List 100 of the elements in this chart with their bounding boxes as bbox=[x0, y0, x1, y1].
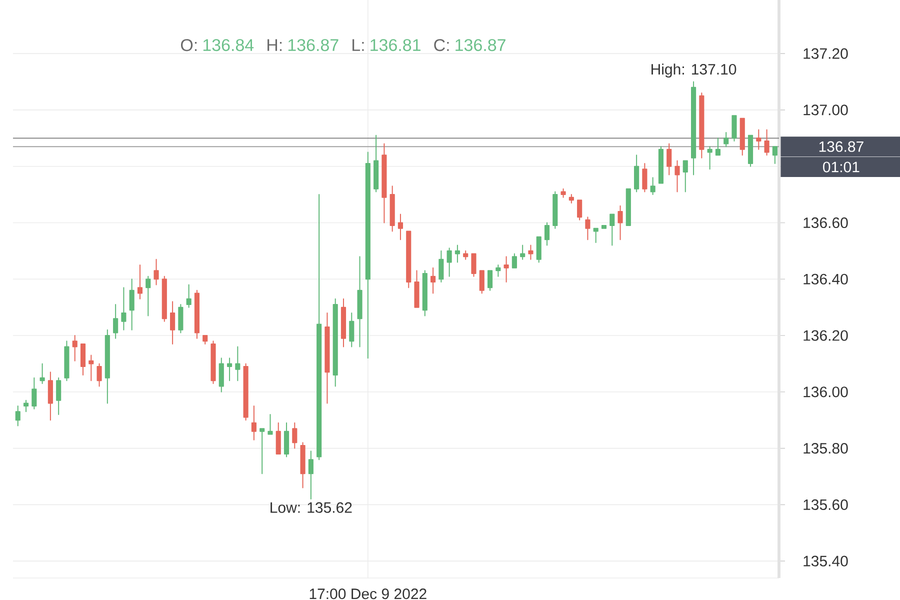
candlestick bbox=[284, 422, 290, 458]
candlestick bbox=[463, 250, 468, 260]
candlestick bbox=[512, 253, 517, 268]
annotation: Low: 135.62 bbox=[270, 502, 352, 513]
candlestick bbox=[48, 372, 53, 421]
candlestick bbox=[690, 81, 696, 176]
candlestick bbox=[528, 244, 534, 260]
candlestick bbox=[438, 250, 444, 282]
candlestick bbox=[227, 358, 232, 382]
candlestick bbox=[332, 298, 338, 387]
candlestick bbox=[235, 346, 240, 382]
candlestick bbox=[260, 428, 265, 474]
candlestick bbox=[349, 312, 354, 348]
annotation: 136.81 bbox=[370, 39, 420, 52]
candlestick bbox=[666, 143, 672, 176]
candlestick bbox=[593, 228, 598, 243]
candlestick bbox=[748, 134, 754, 167]
candlestick bbox=[560, 188, 566, 198]
candlestick bbox=[292, 422, 298, 449]
y-tick-label: 136.20 bbox=[804, 330, 848, 341]
candlestick bbox=[129, 278, 134, 330]
candlestick bbox=[650, 177, 656, 196]
candlestick bbox=[357, 256, 362, 348]
candlestick bbox=[536, 236, 542, 263]
candlestick bbox=[674, 160, 680, 192]
candlestick bbox=[487, 270, 493, 291]
candlestick bbox=[96, 363, 102, 387]
text: 01:01 bbox=[823, 162, 860, 172]
annotation: 136.87 bbox=[456, 39, 506, 52]
candlestick bbox=[568, 194, 574, 204]
candlestick bbox=[544, 222, 550, 246]
candlestick bbox=[268, 414, 273, 435]
candlestick bbox=[194, 290, 200, 339]
annotation: O: bbox=[180, 39, 197, 52]
y-tick-label: 137.00 bbox=[804, 104, 848, 116]
candlestick bbox=[186, 284, 192, 308]
candlestick bbox=[23, 400, 29, 412]
candlestick bbox=[300, 442, 306, 488]
candlestick bbox=[121, 287, 126, 330]
candlestick bbox=[610, 214, 615, 246]
candlestick bbox=[430, 267, 436, 294]
candlestick bbox=[104, 329, 110, 404]
candlestick bbox=[146, 276, 151, 316]
candlestick bbox=[178, 304, 184, 334]
candlestick bbox=[340, 298, 346, 348]
candlestick bbox=[552, 191, 558, 229]
x-tick-label: 17:00 Dec 9 2022 bbox=[310, 588, 426, 600]
candlestick bbox=[308, 450, 314, 500]
candlestick bbox=[740, 118, 745, 156]
candlestick bbox=[113, 304, 118, 339]
ref-line-label: 136.87 bbox=[819, 141, 864, 152]
candlestick bbox=[243, 363, 248, 421]
candlestick bbox=[137, 264, 143, 300]
candlestick bbox=[398, 214, 404, 240]
annotation: H: bbox=[268, 39, 282, 51]
candlestick bbox=[724, 132, 729, 148]
candlestick bbox=[471, 253, 476, 277]
y-tick-label: 136.40 bbox=[804, 274, 848, 284]
candlestick bbox=[390, 186, 395, 232]
candlestick bbox=[40, 363, 45, 384]
candlestick bbox=[756, 129, 762, 150]
candlestick bbox=[154, 258, 159, 286]
candlestick bbox=[699, 92, 704, 158]
candlestick bbox=[80, 343, 86, 376]
candlestick bbox=[56, 377, 62, 415]
candlestick bbox=[707, 146, 712, 170]
candlestick bbox=[202, 335, 208, 344]
candlestick bbox=[15, 406, 20, 426]
annotation: High: 137.10 bbox=[652, 64, 736, 78]
candlestick bbox=[406, 230, 412, 288]
candlestick bbox=[324, 312, 330, 404]
y-tick-label: 135.40 bbox=[804, 556, 848, 566]
candlestick bbox=[715, 138, 720, 156]
candlestick bbox=[764, 129, 770, 156]
candlestick bbox=[585, 216, 590, 240]
candlestick bbox=[732, 115, 737, 142]
candlestick bbox=[496, 264, 501, 277]
candlestick bbox=[772, 146, 778, 164]
candlestick bbox=[276, 422, 281, 454]
candlestick bbox=[446, 248, 452, 277]
candlestick bbox=[634, 154, 640, 192]
candlestick bbox=[454, 244, 460, 263]
candlestick bbox=[251, 406, 256, 440]
candlestick bbox=[479, 270, 484, 294]
annotation: 136.87 bbox=[288, 39, 338, 52]
candlestick bbox=[64, 340, 70, 382]
candlestick bbox=[626, 188, 631, 226]
candlestick bbox=[210, 340, 216, 384]
candlestick bbox=[316, 194, 322, 460]
candlestick bbox=[601, 225, 607, 229]
y-tick-label: 137.20 bbox=[804, 48, 848, 59]
candlestick bbox=[32, 377, 37, 410]
candlestick bbox=[520, 244, 526, 260]
candlestick bbox=[618, 205, 623, 240]
candlestick bbox=[382, 143, 387, 224]
candlestick bbox=[162, 276, 167, 322]
candlestick bbox=[642, 163, 648, 192]
y-tick-label: 135.60 bbox=[804, 499, 848, 510]
annotation: C: bbox=[434, 39, 449, 52]
candlestick bbox=[218, 358, 224, 392]
